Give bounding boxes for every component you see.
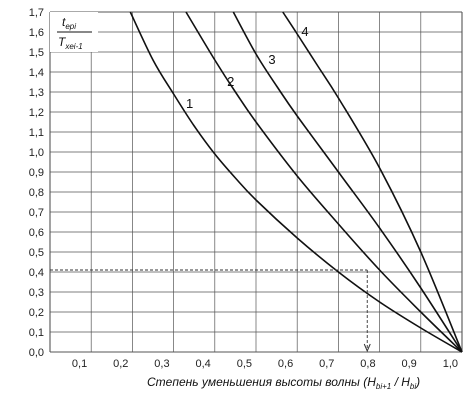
y-tick-label: 0,2 (29, 307, 44, 319)
x-tick-label: 0,1 (72, 358, 87, 370)
curve-label-4: 4 (301, 24, 308, 39)
y-tick-label: 1,5 (29, 47, 44, 59)
tick-labels: 0,0 0,1 0,2 0,3 0,4 0,5 0,6 0,7 0,8 0,9 1,0 1,1 1,2 1… (29, 7, 458, 370)
x-tick-label: 1,0 (443, 358, 458, 370)
y-tick-label: 1,3 (29, 87, 44, 99)
y-tick-label: 0,0 (29, 347, 44, 359)
annotation-arrow-icon (363, 343, 371, 353)
y-tick-label: 1,0 (29, 147, 44, 159)
y-tick-label: 0,8 (29, 187, 44, 199)
y-tick-label: 0,5 (29, 247, 44, 259)
x-axis-label: Степень уменьшения высоты волны (Hbi+1 /… (147, 375, 420, 391)
y-tick-label: 0,6 (29, 227, 44, 239)
y-tick-label: 0,7 (29, 207, 44, 219)
y-tick-label: 1,6 (29, 27, 44, 39)
x-tick-label: 0,9 (402, 358, 417, 370)
annotation-layer (50, 269, 371, 353)
x-tick-label: 0,4 (196, 358, 211, 370)
curve-label-2: 2 (227, 74, 234, 89)
y-label-top: tepi (62, 15, 76, 31)
x-tick-label: 0,2 (113, 358, 128, 370)
x-tick-label: 0,8 (360, 358, 375, 370)
x-tick-label: 0,3 (154, 358, 169, 370)
y-label-bottom: Txei-1 (58, 35, 83, 51)
y-tick-label: 0,9 (29, 167, 44, 179)
curve-1 (129, 11, 463, 353)
x-tick-label: 0,6 (278, 358, 293, 370)
curve-3 (232, 11, 463, 353)
y-tick-label: 1,7 (29, 7, 44, 19)
x-tick-label: 0,5 (237, 358, 252, 370)
y-tick-label: 0,1 (29, 327, 44, 339)
curve-2 (185, 11, 463, 353)
curve-label-3: 3 (268, 52, 275, 67)
series-layer: 1 2 3 4 (129, 11, 463, 353)
grid-lines (49, 11, 463, 353)
y-tick-label: 1,1 (29, 127, 44, 139)
y-tick-label: 1,2 (29, 107, 44, 119)
y-tick-label: 0,3 (29, 287, 44, 299)
curve-4 (282, 11, 463, 353)
y-tick-label: 1,4 (29, 67, 44, 79)
x-tick-label: 0,7 (319, 358, 334, 370)
y-tick-label: 0,4 (29, 267, 44, 279)
y-axis-label: tepi Txei-1 (50, 12, 98, 52)
curve-label-1: 1 (186, 96, 193, 111)
